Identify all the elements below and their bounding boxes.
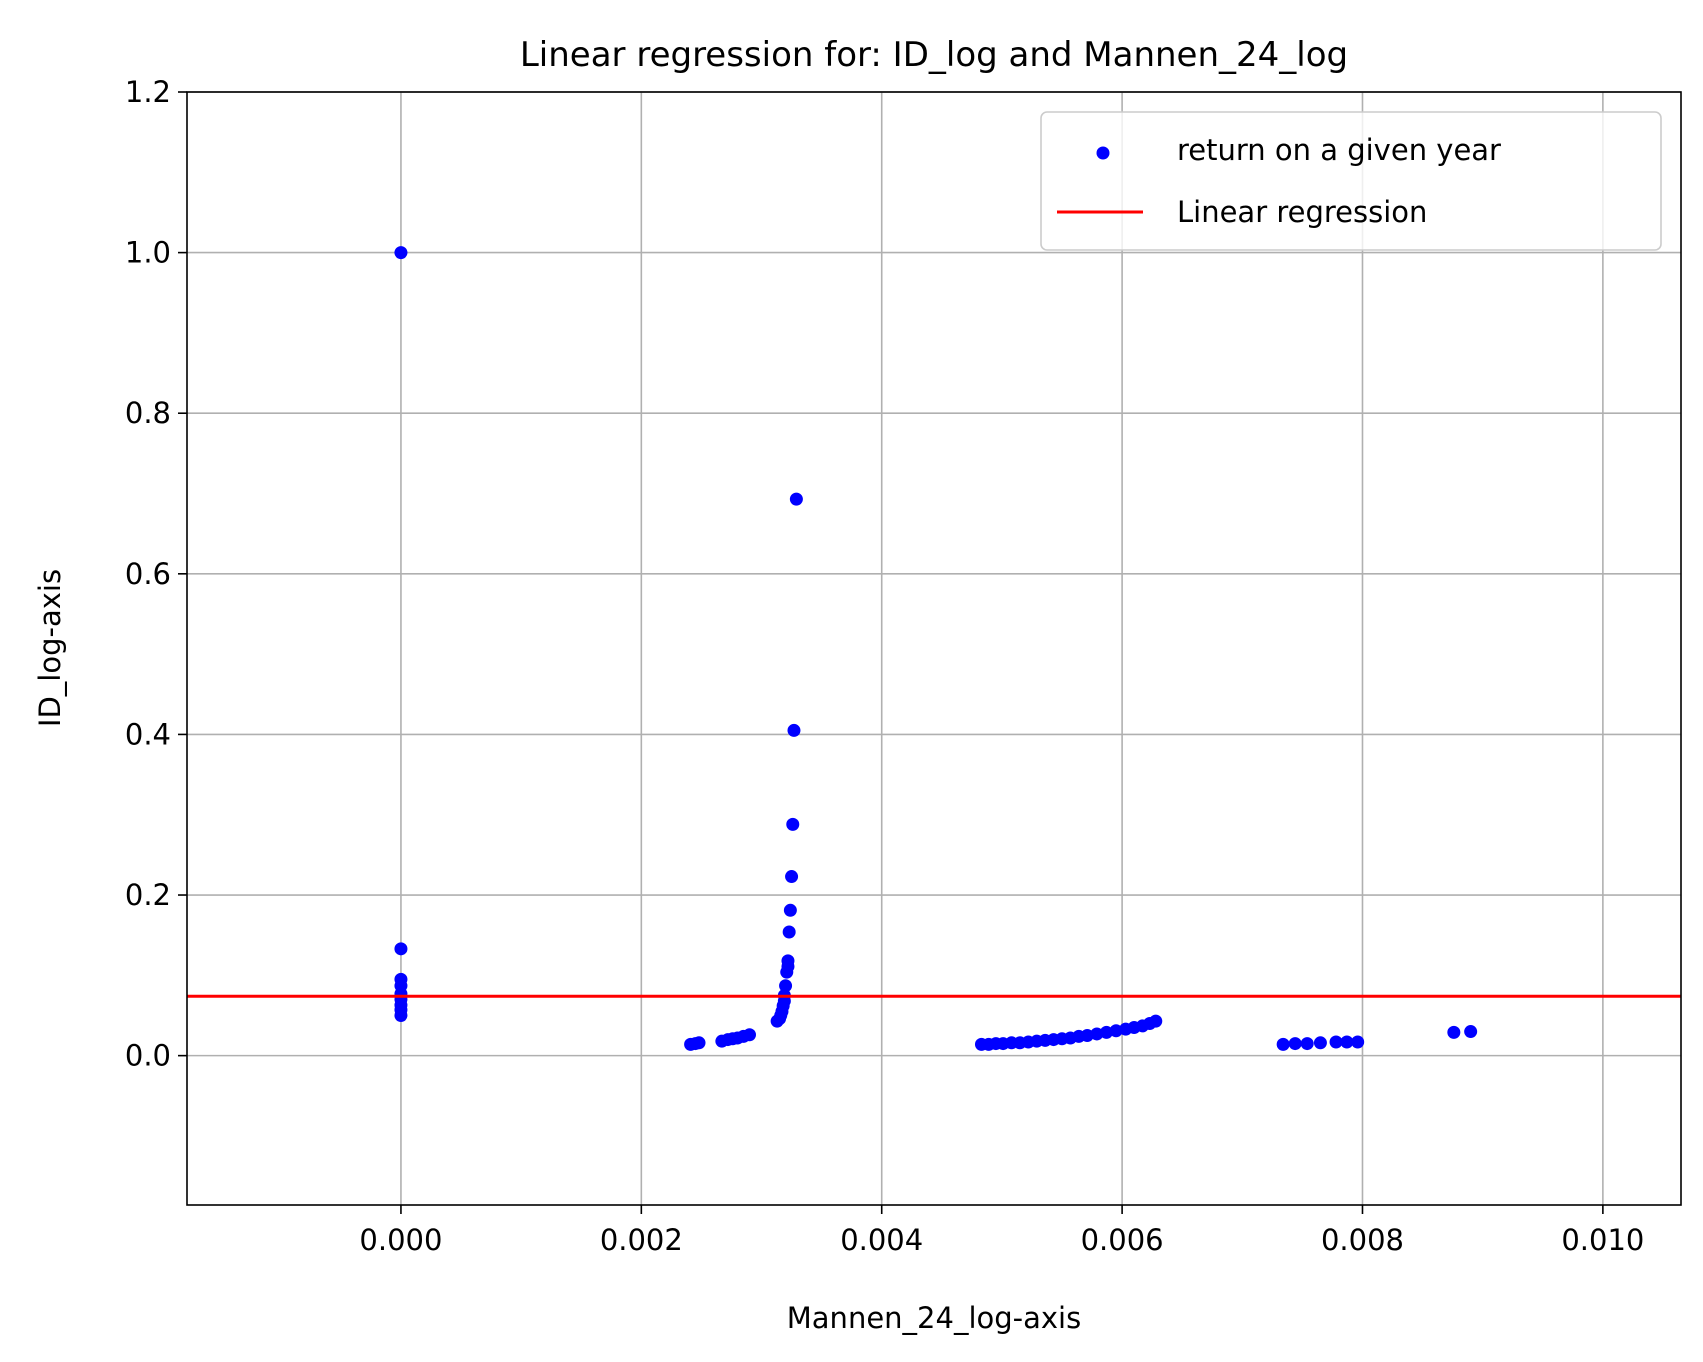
scatter-point bbox=[1329, 1035, 1343, 1049]
x-tick-label: 0.000 bbox=[359, 1223, 442, 1257]
legend-scatter-marker bbox=[1096, 146, 1110, 160]
legend: return on a given year Linear regression bbox=[1040, 111, 1662, 251]
scatter-point bbox=[1149, 1014, 1163, 1028]
x-tick-label: 0.004 bbox=[840, 1223, 923, 1257]
scatter-point bbox=[394, 1008, 408, 1022]
plot-frame bbox=[186, 91, 1682, 1206]
scatter-point bbox=[1099, 1025, 1113, 1039]
scatter-point bbox=[786, 817, 800, 831]
scatter-point bbox=[394, 246, 408, 260]
scatter-point bbox=[785, 870, 799, 884]
scatter-point bbox=[787, 723, 801, 737]
legend-label-scatter: return on a given year bbox=[1177, 133, 1501, 167]
x-tick-label: 0.010 bbox=[1561, 1223, 1644, 1257]
scatter-point bbox=[781, 954, 795, 968]
scatter-point bbox=[1351, 1035, 1365, 1049]
scatter-point bbox=[394, 942, 408, 956]
scatter-point bbox=[1447, 1025, 1461, 1039]
x-tick-label: 0.008 bbox=[1321, 1223, 1404, 1257]
x-axis-label: Mannen_24_log-axis bbox=[787, 1301, 1081, 1335]
x-tick-label: 0.006 bbox=[1081, 1223, 1164, 1257]
scatter-point bbox=[1109, 1024, 1123, 1038]
y-tick-label: 1.0 bbox=[125, 236, 171, 270]
y-tick-label: 0.2 bbox=[125, 878, 171, 912]
scatter-point bbox=[1300, 1037, 1314, 1051]
scatter-point bbox=[782, 925, 796, 939]
legend-label-regression: Linear regression bbox=[1177, 195, 1427, 229]
scatter-point bbox=[789, 492, 803, 506]
scatter-point bbox=[779, 979, 793, 993]
y-tick-label: 0.6 bbox=[125, 557, 171, 591]
scatter-point bbox=[1313, 1036, 1327, 1050]
y-axis-label: ID_log-axis bbox=[33, 569, 67, 727]
scatter-point bbox=[743, 1028, 757, 1042]
legend-frame bbox=[1040, 111, 1662, 251]
y-axis-ticks: 0.0 0.2 0.4 0.6 0.8 1.0 1.2 bbox=[125, 75, 187, 1073]
scatter-point bbox=[1090, 1027, 1104, 1041]
x-tick-label: 0.002 bbox=[600, 1223, 683, 1257]
scatter-point bbox=[1288, 1037, 1302, 1051]
y-tick-label: 1.2 bbox=[125, 75, 171, 109]
chart-title: Linear regression for: ID_log and Mannen… bbox=[520, 35, 1348, 75]
scatter-point bbox=[1276, 1037, 1290, 1051]
scatter-point bbox=[1464, 1025, 1478, 1039]
scatter-point bbox=[1340, 1035, 1354, 1049]
y-tick-label: 0.8 bbox=[125, 396, 171, 430]
grid bbox=[187, 91, 1681, 1205]
scatter-point bbox=[783, 903, 797, 917]
x-axis-ticks: 0.000 0.002 0.004 0.006 0.008 0.010 bbox=[359, 1205, 1644, 1257]
scatter-point bbox=[1080, 1029, 1094, 1043]
y-tick-label: 0.4 bbox=[125, 717, 171, 751]
scatter-point bbox=[692, 1036, 706, 1050]
plot-content bbox=[187, 246, 1681, 1051]
y-tick-label: 0.0 bbox=[125, 1039, 171, 1073]
